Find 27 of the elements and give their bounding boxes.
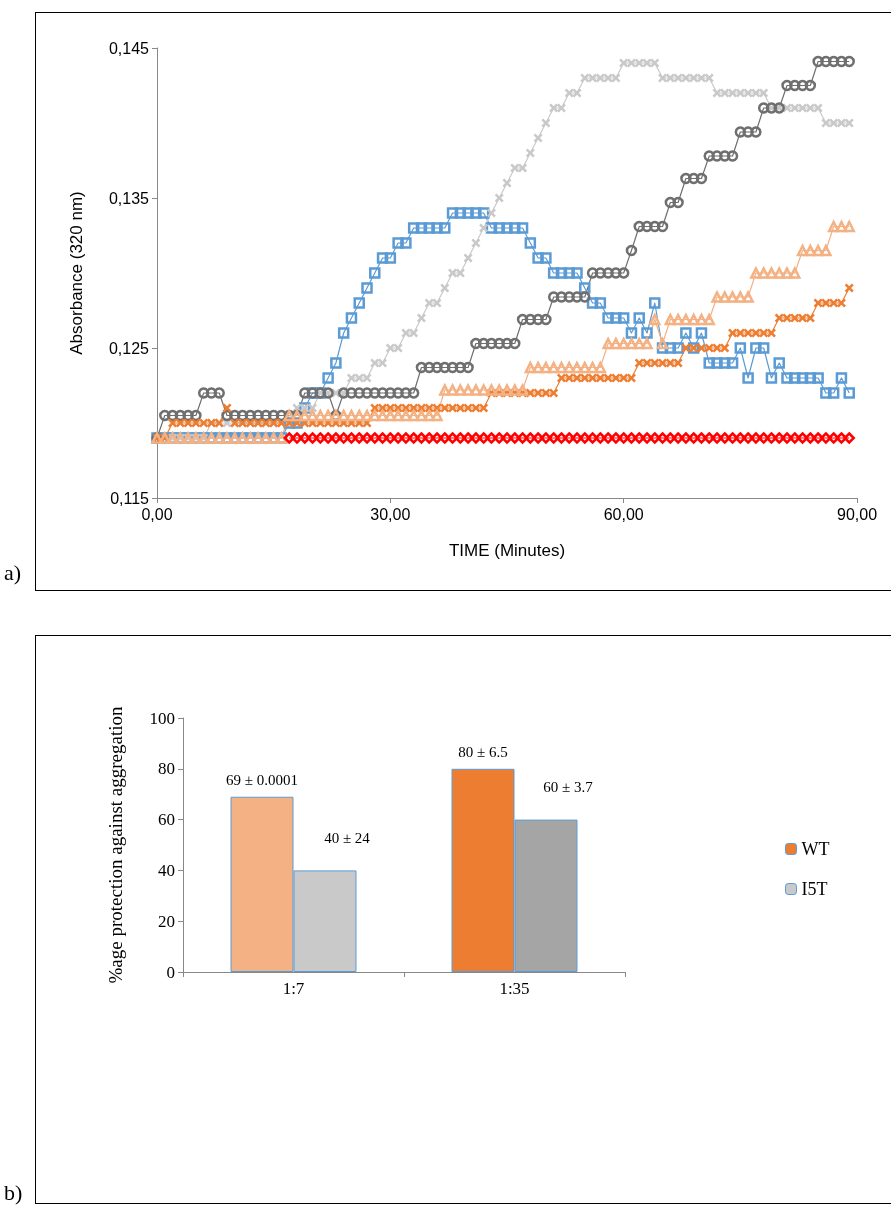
- y-tick-label: 0: [166, 962, 175, 982]
- y-tick-label: 0,135: [108, 189, 150, 207]
- x-axis-title: TIME (Minutes): [448, 541, 566, 560]
- y-tick-label: 20: [158, 911, 175, 931]
- y-tick-label: 0,145: [108, 39, 150, 57]
- y-tick-label: 40: [158, 860, 175, 880]
- y-axis-title: %age protection against aggregation: [105, 706, 126, 984]
- legend-label: I5T: [801, 879, 828, 899]
- x-tick-label: 60,00: [603, 505, 644, 523]
- y-tick-label: 80: [158, 759, 175, 779]
- text: b): [4, 1180, 23, 1206]
- data-label: 40 ± 24: [324, 829, 371, 846]
- data-label: 60 ± 3.7: [543, 779, 594, 796]
- data-label: 80 ± 6.5: [458, 744, 508, 761]
- x-tick-label: 90,00: [836, 505, 878, 523]
- data-label: 69 ± 0.0001: [226, 772, 298, 789]
- x-tick-label: 1:7: [282, 979, 305, 998]
- text: a): [4, 560, 22, 586]
- y-tick-label: 0,115: [110, 489, 150, 507]
- x-tick-label: 1:35: [499, 979, 530, 998]
- y-tick-label: 100: [149, 708, 175, 728]
- legend-label: WT: [801, 839, 830, 859]
- x-tick-label: 0,00: [141, 505, 173, 523]
- y-tick-label: 0,125: [108, 339, 150, 357]
- y-axis-title: Absorbance (320 nm): [67, 191, 86, 355]
- y-tick-label: 60: [158, 810, 175, 830]
- x-tick-label: 30,00: [370, 505, 411, 523]
